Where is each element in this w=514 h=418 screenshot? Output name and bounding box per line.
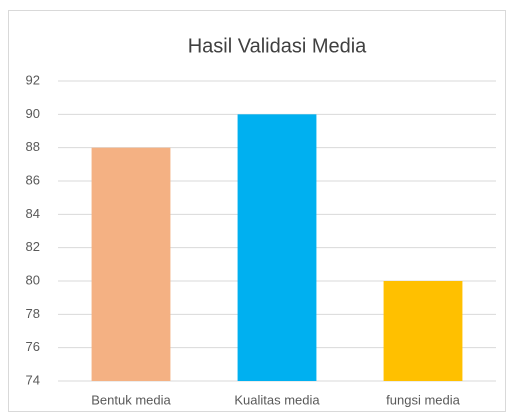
y-tick-label: 80: [26, 272, 40, 287]
x-tick-label: Bentuk media: [91, 392, 171, 407]
y-tick-label: 78: [26, 306, 40, 321]
y-tick-label: 88: [26, 139, 40, 154]
x-tick-label: Kualitas media: [234, 392, 320, 407]
bar: [91, 147, 171, 381]
y-tick-label: 90: [26, 106, 40, 121]
y-tick-label: 92: [26, 72, 40, 87]
y-tick-label: 74: [26, 372, 40, 387]
y-tick-label: 82: [26, 239, 40, 254]
x-tick-label: fungsi media: [386, 392, 460, 407]
y-tick-label: 76: [26, 339, 40, 354]
y-tick-label: 84: [26, 206, 40, 221]
bar: [237, 114, 317, 381]
chart-title: Hasil Validasi Media: [188, 35, 367, 57]
bar: [383, 281, 463, 381]
y-tick-label: 86: [26, 172, 40, 187]
